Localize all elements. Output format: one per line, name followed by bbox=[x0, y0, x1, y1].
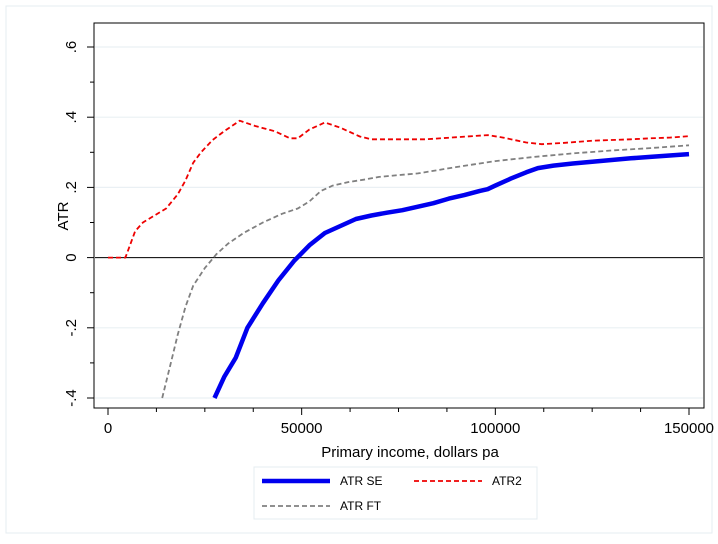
y-tick-label: .6 bbox=[63, 41, 80, 54]
series-line-atr2 bbox=[108, 119, 690, 259]
series-layer bbox=[108, 119, 690, 399]
y-tick-label: 0 bbox=[63, 253, 80, 261]
axes-layer: -.4 -.2 0 .2 .4 .6 0 50000 100000 150000 bbox=[63, 41, 714, 437]
x-tick-label: 50000 bbox=[281, 420, 323, 437]
y-tick-label: -.2 bbox=[63, 319, 80, 337]
y-tick-label: -.4 bbox=[63, 389, 80, 407]
legend-entries: ATR SE ATR2 ATR FT bbox=[262, 474, 522, 513]
y-axis-title: ATR bbox=[55, 201, 72, 230]
legend-label: ATR2 bbox=[492, 474, 522, 488]
y-tick-label: .2 bbox=[63, 181, 80, 194]
legend: ATR SE ATR2 ATR FT bbox=[253, 466, 538, 520]
grid-layer bbox=[95, 46, 703, 399]
x-axis-title: Primary income, dollars pa bbox=[321, 444, 499, 461]
outer-frame bbox=[5, 5, 713, 534]
y-tick-label: .4 bbox=[63, 111, 80, 124]
x-tick-label: 0 bbox=[104, 420, 112, 437]
plot-area bbox=[93, 22, 705, 409]
legend-box bbox=[253, 466, 538, 520]
legend-label: ATR FT bbox=[340, 499, 382, 513]
x-tick-label: 100000 bbox=[470, 420, 520, 437]
legend-label: ATR SE bbox=[340, 474, 382, 488]
x-tick-label: 150000 bbox=[664, 420, 714, 437]
series-line-atr-ft bbox=[161, 144, 690, 399]
series-line-atr-se bbox=[212, 151, 690, 399]
